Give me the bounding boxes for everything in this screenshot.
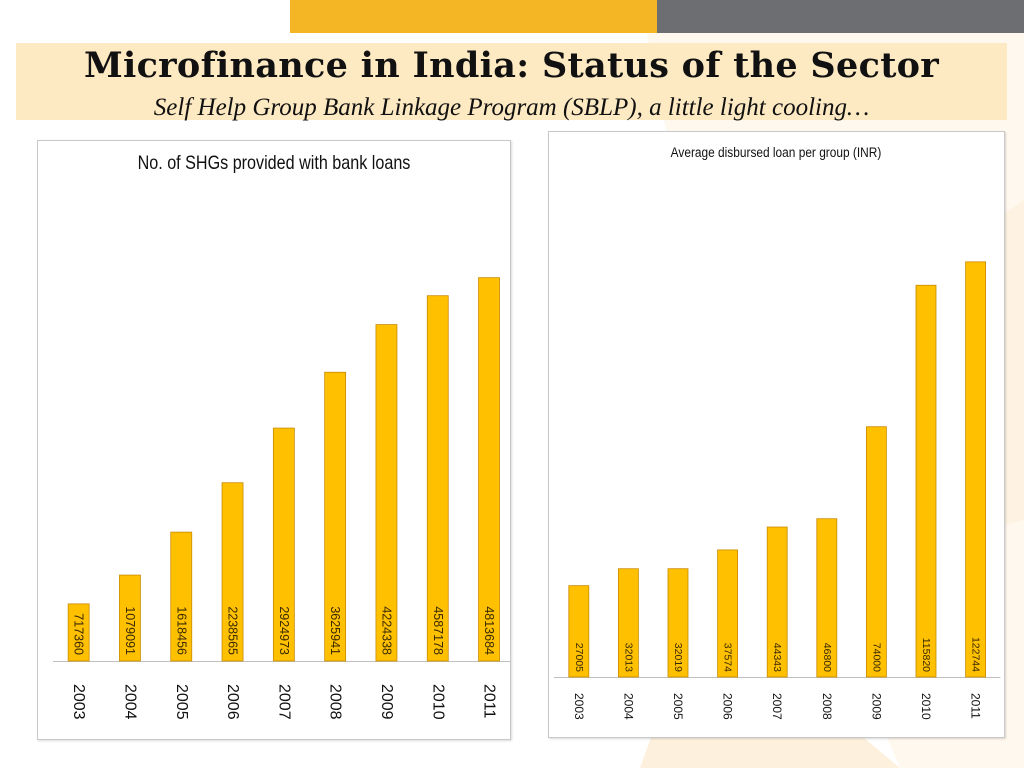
data-label-2011: 122744 xyxy=(970,637,982,672)
data-label-2004: 32013 xyxy=(622,643,634,672)
bar-2007 xyxy=(766,526,788,678)
header-accent-bar-yellow xyxy=(290,0,657,33)
chart-panel-avg-loan: Average disbursed loan per group (INR) 27… xyxy=(548,131,1005,738)
data-label-2007: 44343 xyxy=(771,643,783,672)
data-label-2008: 46800 xyxy=(821,643,833,672)
tick-label-2008: 2008 xyxy=(327,684,344,720)
data-label-2003: 27005 xyxy=(573,643,585,672)
bar-2010 xyxy=(426,295,449,662)
header-accent-bar-gray xyxy=(657,0,1024,33)
bar-2005 xyxy=(170,531,193,662)
bar-2010 xyxy=(915,284,937,678)
bar-2008 xyxy=(324,371,347,662)
tick-label-2004: 2004 xyxy=(121,684,138,720)
bar-2009 xyxy=(865,426,887,678)
tick-label-2006: 2006 xyxy=(224,684,241,720)
bar-2004 xyxy=(119,574,141,662)
bar-2011 xyxy=(478,277,500,662)
chart-panel-shg-loans: No. of SHGs provided with bank loans 7173… xyxy=(37,140,511,740)
tick-label-2003: 2003 xyxy=(572,693,586,720)
tick-label-2005: 2005 xyxy=(173,684,190,720)
bar-2008 xyxy=(816,518,838,678)
bar-2009 xyxy=(375,324,398,662)
bar-2011 xyxy=(965,261,987,678)
tick-label-2011: 2011 xyxy=(481,684,498,719)
data-label-2010: 4587178 xyxy=(431,606,445,655)
tick-label-2010: 2010 xyxy=(919,693,933,720)
bar-2003 xyxy=(67,603,90,662)
data-label-2011: 4813684 xyxy=(482,606,496,655)
bar-2006 xyxy=(221,482,244,662)
tick-label-2010: 2010 xyxy=(429,684,446,720)
data-label-2004: 1079091 xyxy=(123,606,137,655)
data-label-2009: 4224338 xyxy=(379,606,393,655)
tick-label-2011: 2011 xyxy=(969,693,983,719)
tick-label-2007: 2007 xyxy=(275,684,292,720)
tick-label-2009: 2009 xyxy=(378,684,395,720)
tick-label-2004: 2004 xyxy=(621,693,635,720)
data-label-2007: 2924973 xyxy=(277,606,291,655)
data-label-2006: 37574 xyxy=(722,643,734,672)
data-label-2005: 1618456 xyxy=(174,606,188,655)
tick-label-2005: 2005 xyxy=(671,693,685,720)
data-label-2008: 3625941 xyxy=(328,606,342,655)
bar-2006 xyxy=(717,549,739,678)
bar-2005 xyxy=(667,568,689,678)
bar-2003 xyxy=(568,585,590,678)
slide-title: Microfinance in India: Status of the Sec… xyxy=(83,45,940,86)
chart-shg-loans: No. of SHGs provided with bank loans 7173… xyxy=(53,152,510,720)
tick-label-2003: 2003 xyxy=(70,684,87,720)
bar-2007 xyxy=(272,427,295,662)
tick-label-2009: 2009 xyxy=(869,693,883,720)
tick-label-2006: 2006 xyxy=(721,693,735,720)
data-label-2009: 74000 xyxy=(870,643,882,672)
data-label-2006: 2238565 xyxy=(226,606,240,655)
tick-label-2007: 2007 xyxy=(770,693,784,720)
chart-title: No. of SHGs provided with bank loans xyxy=(138,152,411,174)
data-label-2010: 115820 xyxy=(920,638,932,672)
data-label-2003: 717360 xyxy=(72,613,86,655)
title-band xyxy=(16,43,1007,120)
bar-2004 xyxy=(618,568,639,678)
slide-subtitle: Self Help Group Bank Linkage Program (SB… xyxy=(153,94,870,121)
data-label-2005: 32019 xyxy=(672,643,684,672)
chart-avg-loan: Average disbursed loan per group (INR) 27… xyxy=(554,144,1001,720)
tick-label-2008: 2008 xyxy=(820,693,834,720)
chart-title: Average disbursed loan per group (INR) xyxy=(671,144,882,160)
